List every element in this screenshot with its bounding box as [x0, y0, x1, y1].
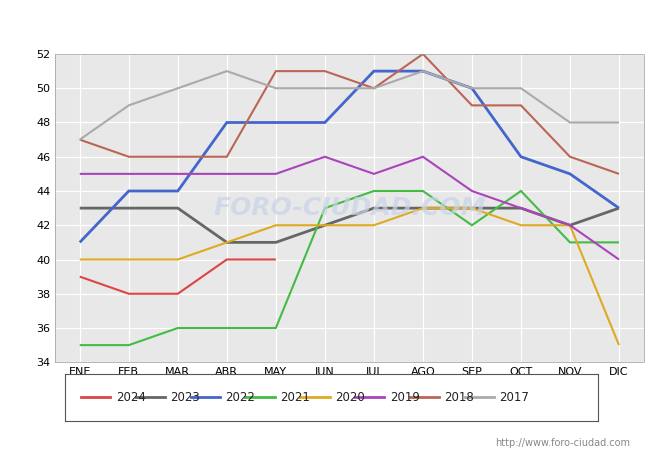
- Text: Afiliados en Isar a 31/5/2024: Afiliados en Isar a 31/5/2024: [196, 14, 454, 33]
- Text: 2020: 2020: [335, 391, 365, 404]
- Text: FORO-CIUDAD.COM: FORO-CIUDAD.COM: [213, 196, 486, 220]
- Text: 2019: 2019: [390, 391, 420, 404]
- Text: 2018: 2018: [445, 391, 474, 404]
- Text: 2022: 2022: [226, 391, 255, 404]
- Text: 2024: 2024: [116, 391, 146, 404]
- Text: 2023: 2023: [170, 391, 200, 404]
- Text: http://www.foro-ciudad.com: http://www.foro-ciudad.com: [495, 438, 630, 448]
- Text: 2017: 2017: [499, 391, 529, 404]
- Text: 2021: 2021: [280, 391, 310, 404]
